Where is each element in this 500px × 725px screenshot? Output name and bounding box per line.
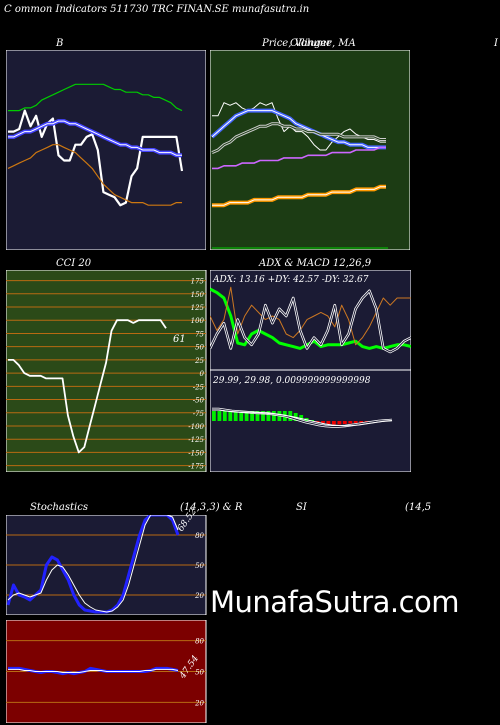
- cci-tick-label: 175: [191, 278, 205, 286]
- cci-tick-label: -25: [193, 383, 205, 391]
- adx-minus-di-inner: [210, 290, 411, 353]
- bollinger-title: B: [56, 38, 64, 49]
- bollinger-lower-line: [7, 144, 182, 206]
- macd-histogram-bar: [359, 421, 364, 423]
- cci-tick-label: -75: [193, 410, 205, 418]
- cci-tick-label: 50: [195, 344, 204, 352]
- cci-title: CCI 20: [56, 258, 92, 269]
- bollinger-middle-band-inner: [8, 120, 182, 156]
- macd-histogram-bar: [337, 421, 342, 425]
- macd-histogram-bar: [342, 421, 347, 424]
- bollinger-upper-line: [8, 83, 183, 112]
- cci-chart: 175 150 125 100 75 50 25 0 -25 -50 -75 -100 -125 -150…: [6, 270, 207, 472]
- price-ma-plot-bg: [210, 50, 410, 250]
- stochastics-params: (14,3,3) & R: [180, 502, 243, 513]
- price-ma3-line: [212, 146, 386, 170]
- cci-tick-label: 100: [191, 317, 205, 325]
- price-title: Price, Volume, MA: [262, 38, 356, 49]
- macd-chart: [210, 370, 411, 472]
- bollinger-price-line: [8, 109, 184, 207]
- page-title: C ommon Indicators 511730 TRC FINAN.SE m…: [4, 4, 310, 15]
- edge-letter: I: [494, 38, 498, 49]
- cci-plot-bg: [6, 270, 207, 472]
- cci-tick-label: -150: [188, 449, 204, 457]
- cci-tick-label: 25: [194, 357, 204, 365]
- macd-histogram-bar: [299, 415, 304, 421]
- stochastics-tick-label: 20: [194, 592, 204, 600]
- stochastics-tick-label: 80: [195, 532, 204, 540]
- rsi-params: (14,5: [405, 502, 432, 513]
- cci-tick-label: 0: [200, 370, 205, 378]
- macd-histogram-bar: [326, 421, 331, 424]
- macd-histogram-bar: [353, 421, 358, 423]
- macd-histogram-bar: [255, 411, 260, 421]
- rsi-tick-label: 50: [195, 669, 204, 677]
- price-title-overlap: Ollinger: [290, 38, 332, 49]
- cci-tick-label: 75: [195, 330, 204, 338]
- adx-values: ADX: 13.16 +DY: 42.57 -DY: 32.67: [213, 275, 369, 285]
- cci-last-value: 61: [173, 334, 186, 345]
- rsi-chart: 80 50 20: [6, 620, 207, 723]
- stochastics-title: Stochastics: [30, 502, 88, 513]
- macd-signal-line: [212, 409, 393, 427]
- stochastics-tick-label: 50: [195, 562, 204, 570]
- cci-line: [8, 319, 167, 454]
- cci-tick-label: -100: [188, 423, 204, 431]
- price-price-line: [212, 102, 386, 151]
- price-ma4-line-inner: [212, 186, 386, 206]
- bollinger-plot-bg: [6, 50, 206, 250]
- macd-histogram-bar: [315, 421, 320, 422]
- adx-chart: [210, 270, 411, 370]
- macd-histogram-bar: [239, 411, 244, 421]
- macd-histogram-bar: [348, 421, 353, 424]
- cci-tick-label: -50: [193, 397, 205, 405]
- price-ma-chart: [210, 50, 410, 250]
- macd-histogram-bar: [310, 420, 314, 421]
- macd-histogram-bar: [244, 411, 249, 421]
- macd-histogram-bar: [272, 411, 276, 421]
- macd-histogram-bar: [233, 411, 238, 421]
- macd-values: 29.99, 29.98, 0.009999999999998: [213, 376, 371, 386]
- bollinger-chart: [6, 50, 206, 250]
- macd-histogram-bar: [250, 411, 254, 421]
- cci-tick-label: 150: [191, 291, 205, 299]
- macd-histogram-bar: [321, 421, 325, 423]
- price-ma1-line-inner: [211, 110, 386, 148]
- watermark: MunafaSutra.com: [210, 585, 460, 619]
- macd-histogram-bar: [222, 411, 227, 421]
- adx-plot-bg: [210, 270, 411, 370]
- macd-histogram-bar: [266, 411, 271, 421]
- adx-macd-title: ADX & MACD 12,26,9: [259, 258, 372, 269]
- macd-histogram-bar: [228, 411, 233, 421]
- rsi-signal-line: [8, 668, 179, 673]
- macd-histogram-bar: [332, 421, 336, 425]
- rsi-tick-label: 80: [195, 638, 204, 646]
- cci-tick-label: -125: [188, 436, 204, 444]
- price-ma2-inner: [211, 123, 386, 154]
- macd-histogram-bar: [261, 411, 265, 421]
- rsi-tick-label: 20: [194, 699, 204, 707]
- macd-histogram-bar: [217, 411, 222, 421]
- cci-tick-label: -175: [188, 463, 204, 471]
- stochastics-chart: 80 50 20: [6, 515, 207, 615]
- rsi-title: SI: [296, 502, 307, 513]
- stochastics-d-line: [7, 515, 179, 613]
- macd-histogram-bar: [212, 411, 216, 421]
- cci-tick-label: 125: [191, 304, 205, 312]
